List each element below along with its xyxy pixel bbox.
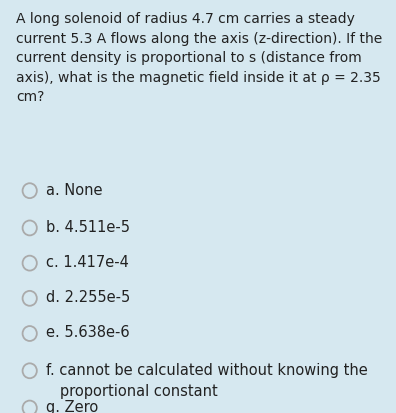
Text: c. 1.417e-4: c. 1.417e-4 (46, 254, 128, 269)
Text: a. None: a. None (46, 182, 102, 197)
Text: b. 4.511e-5: b. 4.511e-5 (46, 219, 129, 234)
Text: g. Zero: g. Zero (46, 399, 98, 413)
Text: d. 2.255e-5: d. 2.255e-5 (46, 290, 130, 304)
Text: f. cannot be calculated without knowing the
   proportional constant: f. cannot be calculated without knowing … (46, 362, 367, 398)
Text: A long solenoid of radius 4.7 cm carries a steady
current 5.3 A flows along the : A long solenoid of radius 4.7 cm carries… (16, 12, 382, 104)
Text: e. 5.638e-6: e. 5.638e-6 (46, 325, 129, 339)
